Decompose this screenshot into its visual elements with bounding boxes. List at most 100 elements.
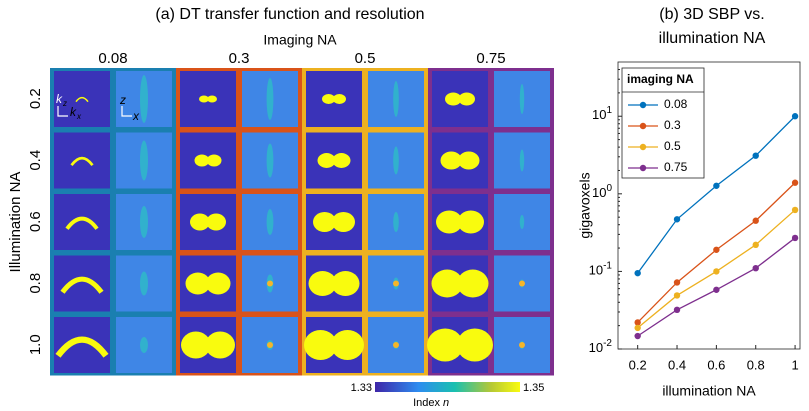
data-point (634, 332, 641, 340)
kspace-shape (332, 153, 351, 168)
y-tick-label: 10-2 (589, 338, 613, 356)
column-label: 0.75 (476, 50, 505, 67)
legend-marker (639, 122, 647, 130)
data-point (752, 241, 759, 249)
realspace-psf (519, 84, 525, 114)
kspace-shape (207, 95, 217, 103)
x-tick-label: 0.8 (747, 357, 765, 372)
kspace-shape (457, 269, 489, 298)
data-point (752, 217, 759, 224)
column-label: 0.08 (98, 50, 127, 67)
chart-title: illumination NA (659, 30, 766, 47)
data-point (634, 269, 641, 277)
realspace-psf (140, 140, 148, 181)
data-point (673, 292, 681, 299)
realspace-psf (393, 212, 399, 232)
realspace-core (267, 342, 273, 348)
panel-a-title: (a) DT transfer function and resolution (155, 6, 424, 23)
data-point (791, 234, 799, 242)
kspace-shape (75, 96, 89, 103)
row-label: 0.2 (27, 88, 44, 109)
data-point (713, 268, 720, 275)
legend-label: 0.3 (664, 118, 681, 132)
x-tick-label: 0.6 (707, 357, 725, 372)
inset-label: k (70, 105, 77, 119)
legend-label: 0.08 (664, 97, 688, 111)
colorbar (375, 382, 520, 392)
realspace-psf (393, 81, 399, 117)
colorbar-max: 1.35 (523, 382, 544, 394)
data-point (791, 206, 799, 214)
realspace-psf (140, 337, 148, 353)
kspace-shape (436, 210, 463, 234)
x-tick-label: 0.4 (668, 357, 686, 372)
kspace-shape (205, 272, 231, 295)
legend-title: imaging NA (627, 72, 694, 86)
realspace-psf (140, 271, 148, 296)
inset-axes (57, 106, 132, 117)
data-point (634, 319, 641, 326)
x-axis-label: illumination NA (662, 383, 756, 399)
kspace-shape (205, 331, 235, 359)
realspace-psf (266, 209, 274, 235)
realspace-core (393, 280, 399, 287)
data-point (713, 182, 720, 189)
realspace-core (519, 342, 525, 348)
kspace-tile (54, 317, 110, 373)
row-axis-label: Illumination NA (7, 172, 24, 273)
realspace-psf (140, 75, 148, 123)
realspace-psf (393, 146, 399, 175)
kspace-shape (445, 92, 462, 106)
kspace-shape (185, 272, 211, 295)
x-tick-label: 0.2 (629, 357, 647, 372)
data-point (791, 113, 799, 120)
data-point (713, 246, 720, 253)
realspace-psf (266, 143, 274, 178)
legend-label: 0.75 (664, 160, 688, 174)
column-label: 0.5 (355, 50, 376, 67)
row-label: 0.6 (27, 211, 44, 232)
row-label: 0.4 (27, 150, 44, 171)
data-point (713, 286, 720, 293)
colorbar-label: Index (413, 397, 440, 409)
realspace-psf (140, 206, 148, 238)
inset-label: z (62, 99, 67, 108)
data-point (634, 324, 641, 332)
data-point (673, 279, 681, 286)
data-point (791, 179, 799, 186)
data-point (673, 216, 681, 223)
y-tick-label: 100 (592, 182, 612, 200)
kspace-shape (190, 213, 210, 231)
kspace-shape (206, 213, 227, 231)
kspace-shape (331, 271, 360, 296)
row-label: 1.0 (27, 334, 44, 355)
kspace-shape (331, 330, 364, 360)
x-tick-label: 1 (791, 357, 798, 372)
kspace-shape (331, 212, 356, 232)
kspace-tile (54, 132, 110, 189)
inset-label: z (119, 93, 126, 107)
realspace-core (519, 280, 525, 287)
kspace-shape (199, 95, 209, 103)
y-axis-label: gigavoxels (577, 172, 593, 238)
realspace-psf (519, 149, 525, 172)
inset-label: x (132, 109, 140, 123)
kspace-shape (427, 328, 464, 362)
kspace-shape (70, 156, 94, 167)
y-tick-label: 10-1 (589, 260, 613, 278)
colorbar-symbol: n (443, 397, 449, 409)
realspace-core (267, 280, 273, 287)
inset-label: x (76, 112, 82, 121)
kspace-tile (54, 255, 110, 312)
legend-box (621, 67, 705, 179)
kspace-shape (304, 330, 337, 360)
y-tick-label: 101 (592, 105, 612, 123)
kspace-shape (317, 153, 336, 168)
colorbar-min: 1.33 (351, 382, 372, 394)
legend-marker (639, 143, 647, 151)
legend-marker (639, 164, 647, 172)
data-point (673, 306, 681, 314)
column-label: 0.3 (229, 50, 250, 67)
kspace-shape (332, 94, 346, 104)
